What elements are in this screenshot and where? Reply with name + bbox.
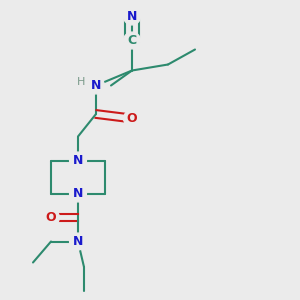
Circle shape (124, 110, 140, 127)
Text: O: O (127, 112, 137, 125)
Text: H: H (77, 77, 85, 88)
Text: N: N (73, 154, 83, 167)
Text: N: N (73, 235, 83, 248)
Text: C: C (128, 34, 136, 47)
Circle shape (43, 209, 59, 226)
Text: N: N (127, 10, 137, 23)
Circle shape (124, 8, 140, 25)
Circle shape (88, 77, 104, 94)
Text: N: N (91, 79, 101, 92)
Circle shape (70, 152, 86, 169)
Text: N: N (73, 187, 83, 200)
Circle shape (70, 233, 86, 250)
Circle shape (70, 185, 86, 202)
Circle shape (124, 32, 140, 49)
Text: O: O (46, 211, 56, 224)
